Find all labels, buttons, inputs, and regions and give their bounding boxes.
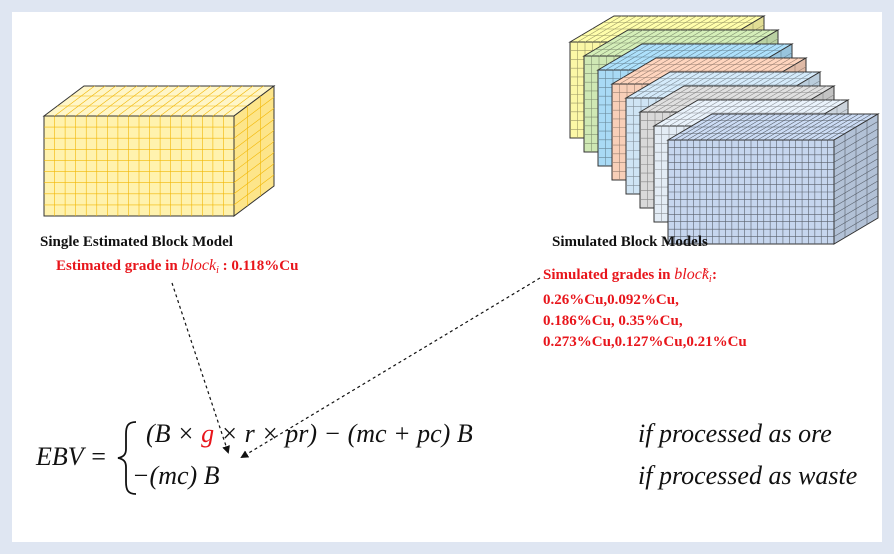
simulated-grade-suffix: : bbox=[711, 267, 717, 283]
simulated-block-sup: s bbox=[704, 265, 709, 275]
waste-condition: if processed as waste bbox=[638, 461, 858, 490]
simulated-block-cube-8 bbox=[666, 113, 880, 245]
single-model-title: Single Estimated Block Model bbox=[40, 234, 233, 250]
estimated-block-sub: i bbox=[216, 265, 219, 276]
estimated-block-var: block bbox=[181, 257, 217, 274]
estimated-grade-label: Estimated grade in blocki : 0.118%Cu bbox=[56, 257, 298, 276]
simulated-grade-line-1: 0.26%Cu,0.092%Cu, bbox=[543, 292, 679, 308]
simulated-grades-heading: Simulated grades in blockis : bbox=[543, 260, 747, 290]
single-estimated-block-model-cube bbox=[42, 85, 276, 217]
ore-expr-post: × r × pr) − (mc + pc) B bbox=[220, 419, 473, 448]
simulated-grades-label: Simulated grades in blockis : 0.26%Cu,0.… bbox=[543, 260, 747, 353]
equation-waste-expression: −(mc) B bbox=[132, 461, 220, 490]
simulated-grade-prefix: Simulated grades in bbox=[543, 267, 671, 283]
equation-brace bbox=[117, 421, 137, 495]
simulated-models-title: Simulated Block Models bbox=[552, 234, 708, 250]
simulated-grade-arrow bbox=[240, 277, 541, 459]
ore-condition: if processed as ore bbox=[638, 419, 832, 448]
equation-lhs: EBV = bbox=[36, 442, 108, 471]
simulated-grade-line-2: 0.186%Cu, 0.35%Cu, bbox=[543, 313, 683, 329]
equation-ore-expression: (B × g × r × pr) − (mc + pc) B bbox=[146, 419, 473, 449]
ore-expr-pre: (B × bbox=[146, 419, 195, 448]
estimated-grade-prefix: Estimated grade in bbox=[56, 258, 178, 274]
simulated-grade-line-3: 0.273%Cu,0.127%Cu,0.21%Cu bbox=[543, 334, 747, 350]
simulated-block-models-stack bbox=[568, 15, 880, 245]
estimated-grade-value: : 0.118%Cu bbox=[222, 258, 299, 274]
single-block-cube bbox=[42, 85, 276, 217]
simulated-block-var: block bbox=[674, 266, 709, 283]
ore-expr-grade-g: g bbox=[201, 419, 215, 448]
